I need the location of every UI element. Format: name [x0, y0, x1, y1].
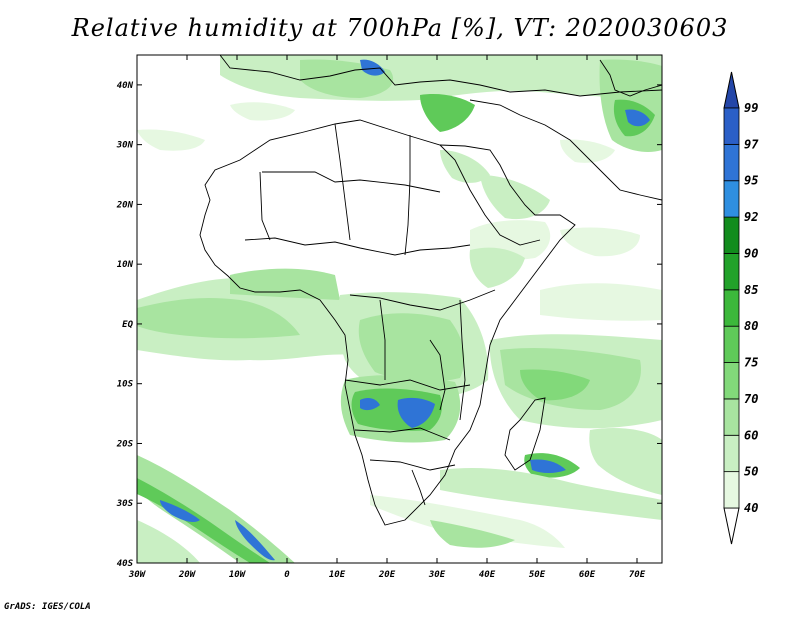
lon-tick-label: 70E — [629, 570, 646, 580]
lon-tick-label: 20E — [378, 570, 396, 580]
lon-tick-label: 10E — [329, 570, 346, 580]
map-frame — [136, 54, 663, 564]
colorbar-label: 90 — [744, 246, 758, 260]
lat-tick-label: 10N — [117, 260, 134, 270]
lon-tick-label: 60E — [579, 570, 596, 580]
colorbar-segment — [723, 325, 740, 363]
colorbar-lower-arrow — [723, 507, 740, 545]
colorbar-segment — [723, 107, 740, 145]
lat-tick-label: 20N — [116, 200, 134, 210]
lat-tick-label: 40N — [117, 81, 134, 91]
colorbar-label: 75 — [744, 356, 758, 370]
colorbar-segment — [723, 434, 740, 473]
lon-tick-label: 20W — [178, 570, 197, 580]
colorbar-label: 40 — [744, 501, 758, 515]
lat-tick-label: 30S — [116, 499, 134, 509]
grads-credit: GrADS: IGES/COLA — [4, 602, 91, 612]
colorbar: 40 50 60 70 75 80 85 90 92 95 97 99 — [723, 71, 759, 545]
colorbar-label: 85 — [744, 283, 758, 297]
lon-tick-label: 50E — [529, 570, 546, 580]
humidity-map: 30W 20W 10W 0 10E 20E 30E 40E 50E 60E 70E 40S 30S 20S… — [116, 54, 759, 580]
colorbar-segment — [723, 216, 740, 254]
lon-tick-label: 30W — [128, 570, 147, 580]
colorbar-label: 95 — [744, 174, 758, 188]
colorbar-upper-arrow — [723, 71, 740, 109]
map-title: Relative humidity at 700hPa [%], VT: 202… — [71, 14, 729, 42]
colorbar-label: 99 — [744, 101, 758, 115]
lat-tick-label: 40S — [117, 559, 134, 569]
lat-tick-label: 10S — [117, 380, 134, 390]
colorbar-segment — [723, 143, 740, 182]
colorbar-segment — [723, 289, 740, 327]
colorbar-label: 80 — [744, 319, 758, 333]
colorbar-label: 70 — [744, 392, 758, 406]
axis-ticks: 30W 20W 10W 0 10E 20E 30E 40E 50E 60E 70E 40S 30S 20S… — [116, 55, 662, 580]
colorbar-segment — [723, 253, 740, 291]
colorbar-label: 60 — [744, 428, 758, 442]
lat-tick-label: 30N — [116, 141, 134, 151]
colorbar-segment — [723, 471, 740, 509]
colorbar-segment — [723, 398, 740, 436]
lat-tick-label: EQ — [122, 320, 133, 330]
lon-tick-label: 30E — [428, 570, 446, 580]
coastlines — [199, 55, 662, 526]
lon-tick-label: 40E — [479, 570, 496, 580]
lon-tick-label: 10W — [229, 570, 247, 580]
lat-tick-label: 20S — [116, 439, 134, 449]
lon-tick-label: 0 — [284, 570, 290, 580]
colorbar-label: 92 — [744, 210, 758, 224]
colorbar-segment — [723, 180, 740, 218]
colorbar-label: 50 — [744, 465, 758, 479]
colorbar-label: 97 — [744, 137, 759, 151]
colorbar-segment — [723, 362, 740, 400]
